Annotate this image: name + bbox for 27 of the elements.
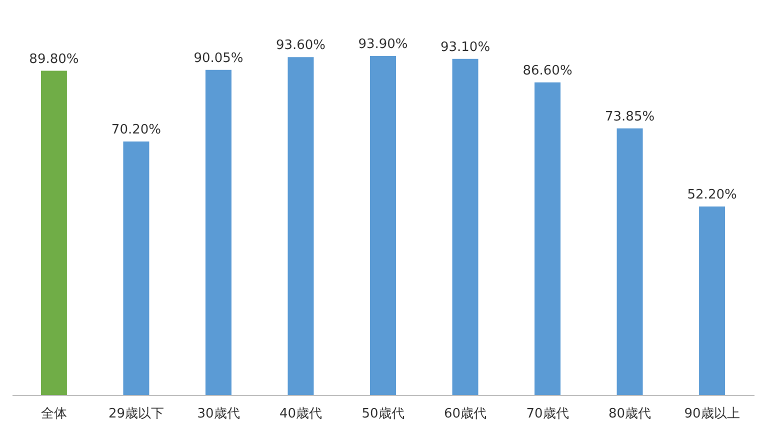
data-label: 90.05% bbox=[194, 50, 244, 66]
x-tick-label: 全体 bbox=[40, 406, 67, 422]
bar bbox=[288, 57, 314, 395]
bar bbox=[616, 128, 643, 395]
data-label: 73.85% bbox=[604, 109, 655, 124]
bar bbox=[699, 206, 726, 395]
data-label: 52.20% bbox=[687, 188, 737, 203]
bar bbox=[452, 58, 478, 395]
bar bbox=[534, 82, 561, 395]
x-tick-label: 80歳代 bbox=[608, 406, 652, 422]
data-label: 86.60% bbox=[522, 63, 572, 78]
data-label: 93.90% bbox=[358, 37, 408, 52]
bar bbox=[40, 70, 67, 395]
x-tick-label: 40歳代 bbox=[279, 406, 322, 422]
bar bbox=[123, 142, 150, 395]
data-label: 93.10% bbox=[440, 40, 490, 55]
data-label: 89.80% bbox=[29, 52, 79, 67]
x-tick-label: 90歳以上 bbox=[684, 406, 740, 422]
x-tick-label: 29歳以下 bbox=[108, 406, 164, 422]
bar bbox=[205, 70, 232, 395]
data-label: 93.60% bbox=[276, 38, 326, 54]
x-tick-label: 60歳代 bbox=[444, 406, 487, 422]
x-tick-label: 30歳代 bbox=[197, 406, 240, 422]
x-tick-label: 50歳代 bbox=[362, 406, 404, 422]
data-label: 70.20% bbox=[111, 122, 162, 138]
bar bbox=[370, 56, 396, 395]
x-tick-label: 70歳代 bbox=[526, 406, 569, 422]
